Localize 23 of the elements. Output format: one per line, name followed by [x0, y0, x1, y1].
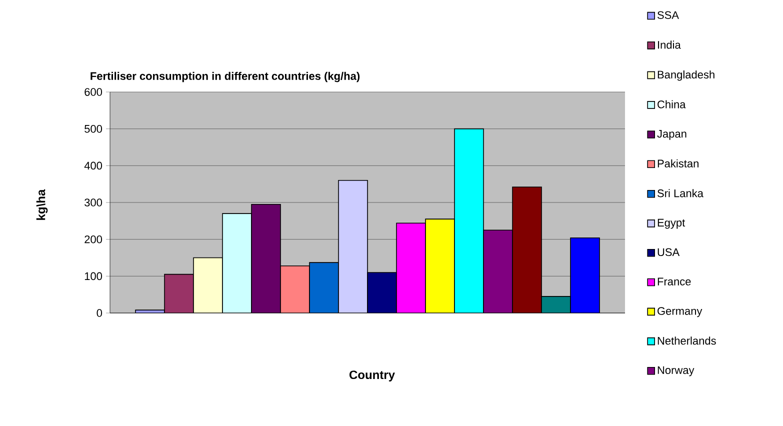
x-axis-title: Country: [349, 370, 395, 382]
legend-label: USA: [658, 248, 680, 256]
legend-label: Japan: [657, 130, 686, 140]
legend-label: Bangladesh: [658, 70, 714, 81]
legend-label: India: [658, 40, 681, 49]
legend-label: Netherlands: [658, 336, 716, 345]
legend-label: Egypt: [658, 218, 686, 229]
y-tick-label: 600: [84, 88, 102, 96]
legend-label: France: [658, 278, 691, 286]
chart-title: Fertiliser consumption in different countries (kg/ha): [90, 72, 360, 82]
legend-label: Germany: [658, 307, 702, 318]
legend-label: Pakistan: [658, 159, 698, 168]
legend-label: Sri Lanka: [658, 189, 704, 198]
y-tick-label: 400: [84, 162, 102, 170]
legend-label: Norway: [658, 366, 694, 376]
y-tick-label: 200: [84, 235, 102, 244]
legend-label: China: [658, 100, 686, 108]
y-tick-label: 500: [84, 124, 102, 133]
y-axis-title: kg\ha: [36, 189, 48, 220]
legend-label: SSA: [658, 11, 679, 19]
y-tick-label: 300: [84, 198, 102, 206]
y-tick-label: 100: [84, 272, 102, 280]
y-tick-label: 0: [96, 309, 102, 317]
